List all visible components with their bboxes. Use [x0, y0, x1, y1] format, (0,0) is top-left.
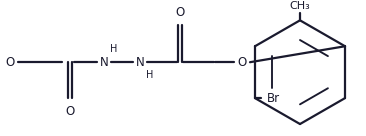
Text: CH₃: CH₃	[290, 1, 310, 11]
Text: H: H	[146, 70, 154, 80]
Text: H: H	[110, 44, 118, 54]
Text: O: O	[66, 105, 75, 118]
Text: O: O	[238, 56, 247, 69]
Text: N: N	[100, 56, 108, 69]
Text: Br: Br	[266, 92, 280, 105]
Text: O: O	[175, 6, 184, 19]
Text: N: N	[136, 56, 144, 69]
Text: O: O	[5, 56, 15, 69]
